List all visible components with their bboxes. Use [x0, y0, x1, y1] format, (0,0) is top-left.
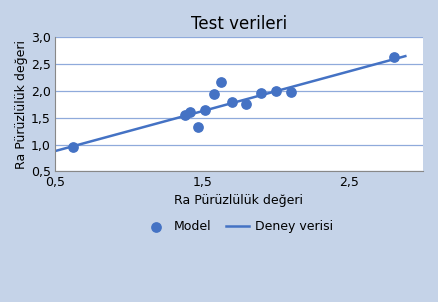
Model	[201, 108, 208, 112]
Model	[243, 102, 250, 107]
Model	[272, 88, 279, 93]
Y-axis label: Ra Pürüzlülük değeri: Ra Pürüzlülük değeri	[15, 40, 28, 169]
Model	[194, 125, 201, 130]
Model	[218, 79, 225, 84]
X-axis label: Ra Pürüzlülük değeri: Ra Pürüzlülük değeri	[174, 194, 304, 207]
Title: Test verileri: Test verileri	[191, 15, 287, 33]
Model	[69, 145, 76, 150]
Model	[390, 55, 397, 59]
Model	[258, 90, 265, 95]
Model	[210, 91, 217, 96]
Model	[287, 90, 294, 95]
Legend: Model, Deney verisi: Model, Deney verisi	[140, 215, 338, 238]
Model	[187, 110, 194, 115]
Model	[181, 113, 188, 117]
Model	[228, 99, 235, 104]
